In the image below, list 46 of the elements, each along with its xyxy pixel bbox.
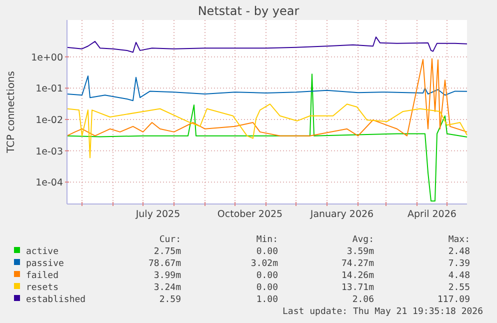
text: 2.75m bbox=[154, 247, 181, 257]
y-tick-label: 1e-01 bbox=[36, 84, 63, 95]
line-series bbox=[66, 74, 468, 202]
legend-label: resets bbox=[26, 283, 59, 293]
text: Cur: bbox=[159, 235, 181, 245]
text: Avg: bbox=[352, 235, 374, 245]
y-tick-label: 1e-02 bbox=[36, 114, 63, 126]
text: 3.24m bbox=[154, 283, 181, 293]
y-tick-label: 1e-03 bbox=[36, 146, 63, 158]
text: 1.00 bbox=[256, 295, 278, 305]
legend-label: established bbox=[26, 295, 86, 305]
text: 3.59m bbox=[346, 247, 374, 257]
legend-label: active bbox=[26, 247, 59, 257]
x-tick-label: October 2025 bbox=[217, 209, 283, 220]
x-tick-label: January 2026 bbox=[309, 209, 374, 220]
text: 0.00 bbox=[256, 271, 278, 281]
text: 3.02m bbox=[250, 259, 278, 269]
y-tick-label: 1e+00 bbox=[31, 52, 63, 64]
text: 3.99m bbox=[154, 271, 181, 281]
text: 2.06 bbox=[352, 295, 374, 305]
text: Max: bbox=[448, 235, 470, 245]
text: 2.55 bbox=[448, 283, 470, 293]
text: 2.59 bbox=[159, 295, 181, 305]
y-axis-title: TCP connections bbox=[6, 70, 17, 154]
text: Min: bbox=[256, 235, 278, 245]
line-series bbox=[66, 104, 468, 158]
text: 14.26m bbox=[341, 271, 374, 281]
legend-label: passive bbox=[26, 259, 64, 269]
text: 13.71m bbox=[341, 283, 374, 293]
text: 2.48 bbox=[448, 247, 470, 257]
x-tick-label: April 2026 bbox=[408, 209, 456, 220]
text: 78.67m bbox=[148, 259, 181, 269]
x-tick-label: July 2025 bbox=[134, 209, 180, 220]
y-tick-label: 1e-04 bbox=[36, 178, 63, 189]
text: 117.09 bbox=[437, 295, 470, 305]
text: 0.00 bbox=[256, 247, 278, 257]
text: 4.48 bbox=[448, 271, 470, 281]
text: 74.27m bbox=[341, 259, 374, 269]
line-series bbox=[66, 36, 468, 53]
line-series bbox=[66, 58, 468, 136]
text: 0.00 bbox=[256, 283, 278, 293]
text: 7.39 bbox=[448, 259, 470, 269]
text: Last update: Thu May 21 19:35:18 2026 bbox=[282, 307, 483, 317]
chart-title: Netstat - by year bbox=[198, 4, 300, 18]
legend-label: failed bbox=[26, 271, 59, 281]
line-series bbox=[66, 75, 468, 102]
